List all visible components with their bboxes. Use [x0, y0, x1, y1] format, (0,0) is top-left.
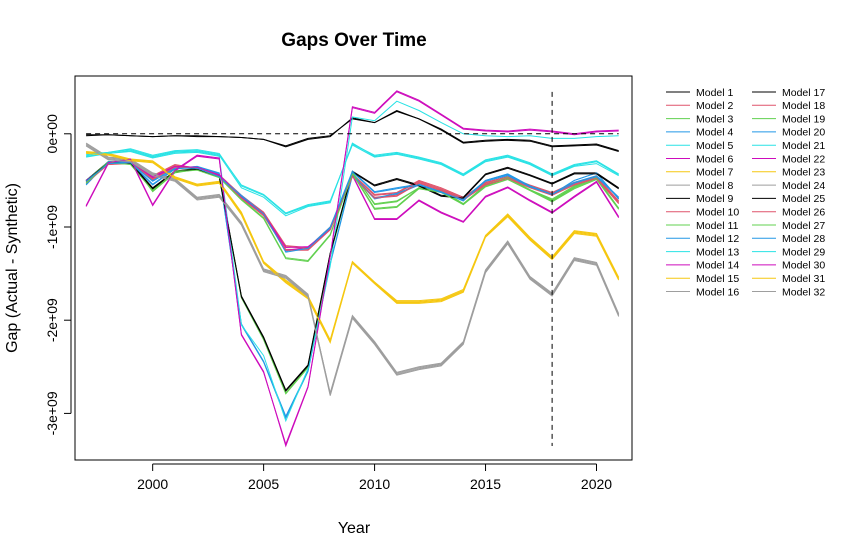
y-axis-label: Gap (Actual - Synthetic) — [4, 183, 21, 353]
x-tick-label-2005: 2005 — [248, 476, 279, 492]
legend-label-model-3: Model 3 — [696, 113, 734, 125]
y-tick-label-2: -2e+09 — [44, 298, 60, 342]
x-tick-label-2015: 2015 — [470, 476, 501, 492]
series-line-model-4 — [85, 161, 620, 420]
series-line-model-9 — [85, 161, 619, 392]
legend-label-model-31: Model 31 — [782, 273, 825, 285]
legend-label-model-4: Model 4 — [696, 127, 734, 139]
x-tick-label-2000: 2000 — [137, 476, 168, 492]
x-axis-label: Year — [338, 520, 371, 537]
legend-label-model-27: Model 27 — [782, 220, 825, 232]
series-line-model-16 — [85, 144, 620, 394]
series-line-model-24 — [85, 143, 620, 394]
x-tick-label-2020: 2020 — [581, 476, 612, 492]
legend-label-model-9: Model 9 — [696, 193, 734, 205]
legend-label-model-23: Model 23 — [782, 167, 825, 179]
series-line-model-28 — [85, 162, 620, 253]
legend-label-model-6: Model 6 — [696, 153, 734, 165]
legend-label-model-1: Model 1 — [696, 87, 734, 99]
legend-label-model-20: Model 20 — [782, 127, 825, 139]
y-axis: 0e+00 -1e+09 -2e+09 -3e+09 — [44, 114, 72, 435]
y-tick-label-3: -3e+09 — [44, 391, 60, 435]
legend-label-model-32: Model 32 — [782, 286, 825, 298]
plot-lines — [85, 90, 620, 448]
legend-label-model-7: Model 7 — [696, 167, 734, 179]
series-line-model-23 — [86, 151, 620, 343]
series-line-model-29 — [86, 143, 619, 215]
series-line-model-3 — [85, 161, 620, 394]
legend-label-model-25: Model 25 — [782, 193, 825, 205]
legend-label-model-30: Model 30 — [782, 260, 825, 272]
legend-label-model-28: Model 28 — [782, 233, 825, 245]
legend-label-model-10: Model 10 — [696, 207, 739, 219]
legend-label-model-8: Model 8 — [696, 180, 734, 192]
series-line-model-27 — [85, 162, 620, 263]
legend-label-model-24: Model 24 — [782, 180, 825, 192]
x-axis: 2000 2005 2010 2015 2020 — [137, 463, 612, 492]
legend-label-model-19: Model 19 — [782, 113, 825, 125]
legend-label-model-26: Model 26 — [782, 207, 825, 219]
series-line-model-32 — [85, 145, 620, 396]
legend-label-model-18: Model 18 — [782, 100, 825, 112]
legend-label-model-13: Model 13 — [696, 246, 739, 258]
series-line-model-20 — [85, 161, 620, 418]
reference-lines — [86, 91, 619, 447]
series-line-model-30 — [85, 90, 619, 446]
legend-label-model-11: Model 11 — [696, 220, 739, 232]
legend-label-model-17: Model 17 — [782, 87, 825, 99]
legend-label-model-5: Model 5 — [696, 140, 734, 152]
legend-label-model-16: Model 16 — [696, 286, 739, 298]
plot-frame — [74, 75, 633, 461]
y-tick-label-1: -1e+09 — [44, 205, 60, 249]
legend-label-model-29: Model 29 — [782, 246, 825, 258]
series-line-model-25 — [85, 162, 619, 392]
legend-label-model-12: Model 12 — [696, 233, 739, 245]
series-line-model-31 — [86, 152, 620, 344]
series-line-model-13 — [86, 142, 619, 217]
chart-title: Gaps Over Time — [281, 30, 426, 51]
series-line-model-21 — [86, 100, 619, 423]
legend-label-model-15: Model 15 — [696, 273, 739, 285]
legend-label-model-14: Model 14 — [696, 260, 739, 272]
series-line-model-19 — [85, 161, 620, 395]
legend-label-model-2: Model 2 — [696, 100, 734, 112]
legend-label-model-21: Model 21 — [782, 140, 825, 152]
series-line-model-15 — [86, 151, 620, 342]
y-tick-label-0: 0e+00 — [44, 114, 60, 154]
legend-label-model-22: Model 22 — [782, 153, 825, 165]
series-line-model-26 — [85, 162, 620, 251]
x-tick-label-2010: 2010 — [359, 476, 390, 492]
